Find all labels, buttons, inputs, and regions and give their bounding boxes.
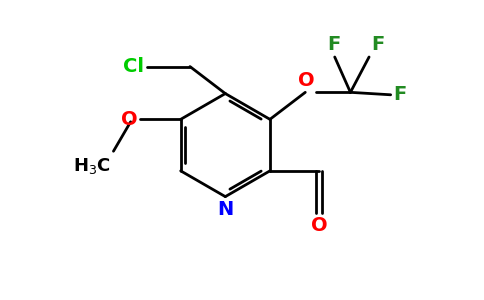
Text: F: F [372, 35, 385, 54]
Text: O: O [298, 71, 315, 90]
Text: Cl: Cl [123, 57, 144, 76]
Text: H$_3$C: H$_3$C [73, 156, 110, 176]
Text: O: O [121, 110, 138, 129]
Text: F: F [393, 85, 407, 104]
Text: N: N [217, 200, 233, 219]
Text: O: O [311, 217, 327, 236]
Text: F: F [327, 35, 340, 54]
